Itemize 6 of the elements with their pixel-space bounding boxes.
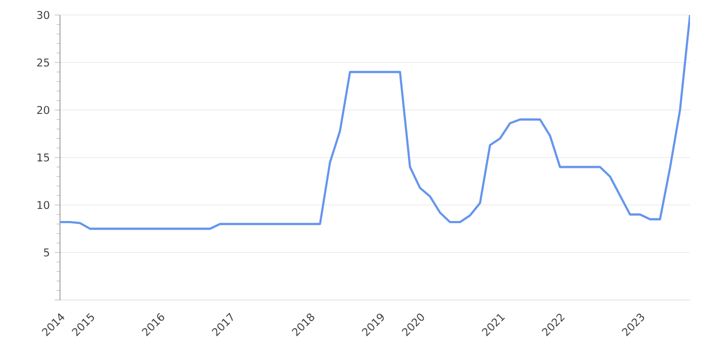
y-tick-label: 10 [38,200,50,210]
y-tick-label: 25 [37,58,50,67]
y-tick-label: 30 [37,10,50,20]
y-tick-label: 20 [37,106,50,114]
y-tick-label: 5 [44,248,50,256]
y-tick-label: 15 [38,154,50,162]
